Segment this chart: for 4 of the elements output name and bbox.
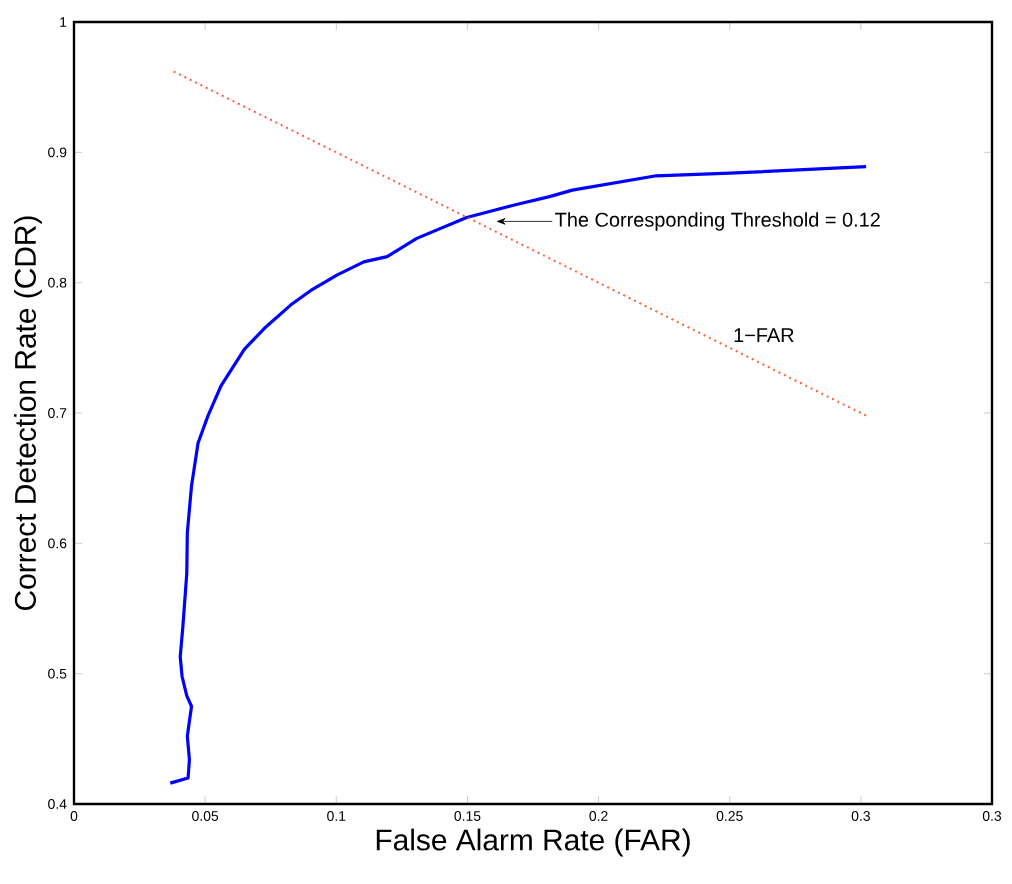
series-label: 1−FAR <box>734 328 794 343</box>
annotation: The Corresponding Threshold = 0.12 <box>555 212 880 231</box>
y-axis-title: Correct Detection Rate (CDR) <box>14 216 42 610</box>
x-axis-title: False Alarm Rate (FAR) <box>376 828 690 857</box>
